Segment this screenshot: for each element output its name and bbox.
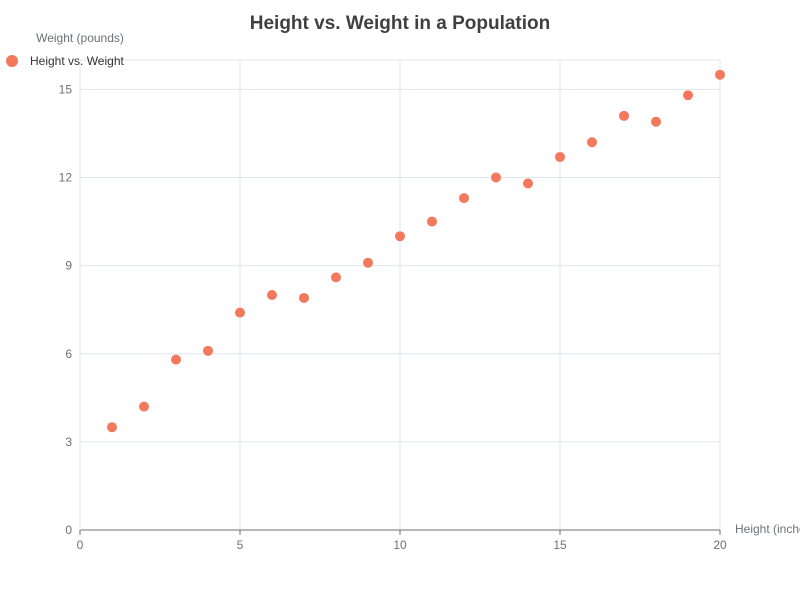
axis-layer	[79, 60, 721, 535]
x-axis-label: Height (inches)	[735, 522, 800, 536]
data-point[interactable]	[619, 110, 629, 121]
data-point[interactable]	[459, 193, 469, 204]
x-tick-label: 15	[553, 538, 567, 552]
data-point[interactable]	[139, 401, 149, 412]
legend-label: Height vs. Weight	[30, 54, 124, 68]
tick-label-layer: 0 5 10 15 20 0 3 6 9 12 15	[59, 82, 727, 552]
data-point[interactable]	[651, 116, 661, 127]
chart-title: Height vs. Weight in a Population	[250, 13, 551, 34]
data-point[interactable]	[427, 216, 437, 227]
data-point[interactable]	[235, 307, 245, 318]
legend[interactable]: Height vs. Weight	[6, 54, 124, 68]
y-axis-label: Weight (pounds)	[36, 31, 124, 45]
data-point[interactable]	[331, 272, 341, 283]
data-point[interactable]	[107, 422, 117, 433]
x-tick-label: 0	[77, 538, 84, 552]
y-tick-label: 3	[65, 435, 72, 449]
data-point[interactable]	[715, 69, 725, 80]
data-point[interactable]	[683, 90, 693, 101]
y-tick-label: 0	[65, 523, 72, 537]
data-point[interactable]	[555, 151, 565, 162]
x-tick-label: 10	[393, 538, 407, 552]
y-tick-label: 12	[59, 171, 73, 185]
data-point[interactable]	[395, 231, 405, 242]
x-tick-label: 5	[237, 538, 244, 552]
data-point[interactable]	[299, 292, 309, 303]
grid-layer	[80, 59, 721, 530]
data-point[interactable]	[267, 290, 277, 300]
data-point[interactable]	[587, 137, 597, 148]
data-point[interactable]	[363, 257, 373, 268]
point-layer	[107, 69, 725, 433]
legend-marker-icon	[6, 55, 18, 67]
y-tick-label: 6	[65, 347, 72, 361]
y-tick-label: 9	[65, 259, 72, 273]
data-point[interactable]	[171, 354, 181, 365]
data-point[interactable]	[491, 172, 501, 183]
x-tick-label: 20	[713, 538, 727, 552]
y-tick-label: 15	[59, 82, 73, 96]
data-point[interactable]	[203, 345, 213, 356]
data-point[interactable]	[523, 178, 533, 189]
